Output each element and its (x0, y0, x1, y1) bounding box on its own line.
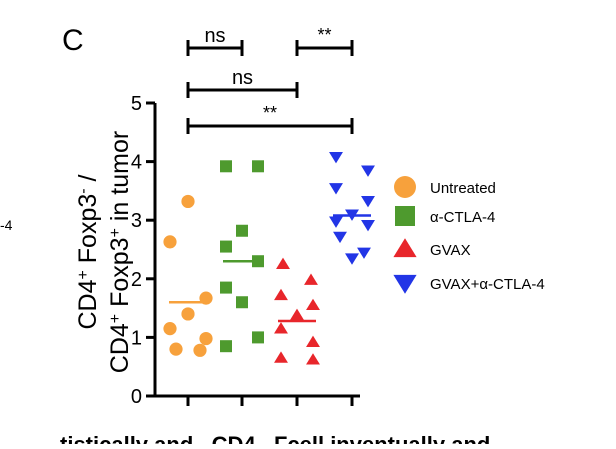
data-point (220, 240, 232, 253)
edge-text-fragment-bottom: tistically and CD4 Fcell inventually and (60, 432, 490, 444)
data-point (306, 335, 320, 347)
data-point (345, 253, 359, 265)
data-point (220, 340, 232, 353)
data-point (357, 247, 371, 259)
data-point (169, 342, 183, 356)
data-point (220, 281, 232, 294)
data-point (329, 216, 343, 228)
legend-label: Untreated (430, 180, 496, 197)
data-point (333, 231, 347, 244)
data-point (274, 351, 288, 363)
significance-bracket: ** (295, 25, 354, 56)
legend-marker (394, 176, 416, 198)
significance-label: ns (232, 67, 253, 89)
data-point (181, 194, 195, 209)
legend-entry: Untreated (394, 176, 496, 198)
legend-label: GVAX+α-CTLA-4 (430, 276, 545, 293)
data-point (329, 183, 343, 195)
y-tick-label: 4 (131, 152, 142, 174)
y-axis-label-line1: CD4+ Foxp3- / (74, 174, 102, 329)
data-point (306, 353, 320, 365)
data-point (274, 322, 288, 334)
data-point (163, 235, 177, 249)
legend: Untreated α-CTLA-4 GVAX GVAX+α-CTLA-4 (393, 176, 545, 294)
data-point (193, 343, 207, 357)
significance-label: ns (204, 25, 225, 47)
significance-bracket: ns (186, 67, 299, 98)
data-point (276, 257, 290, 270)
data-point (361, 196, 375, 208)
y-axis-label: CD4+ Foxp3- / CD4+ Foxp3+ in tumor (74, 131, 134, 373)
significance-label: ** (317, 25, 331, 45)
data-point (361, 220, 375, 232)
data-points (163, 152, 375, 365)
significance-brackets: ns ** ns ** (186, 25, 354, 134)
legend-label: GVAX (430, 242, 471, 259)
y-tick-label: 5 (131, 93, 142, 115)
data-point (290, 308, 304, 320)
y-tick-label: 3 (131, 210, 142, 232)
mean-lines (169, 214, 371, 323)
legend-marker (395, 206, 415, 226)
legend-label: α-CTLA-4 (430, 209, 495, 226)
data-point (274, 288, 288, 301)
y-tick-label: 2 (131, 269, 142, 291)
data-point (181, 307, 195, 321)
y-axis-label-line2: CD4+ Foxp3+ in tumor (106, 131, 134, 373)
significance-label: ** (263, 103, 277, 123)
data-point (220, 160, 232, 173)
legend-marker (393, 238, 417, 258)
data-point (306, 298, 320, 311)
data-point (361, 165, 375, 177)
data-point (304, 273, 318, 285)
y-tick-label: 1 (131, 327, 142, 349)
data-point (252, 331, 264, 344)
data-point (163, 322, 177, 336)
legend-marker (393, 274, 417, 294)
legend-entry: α-CTLA-4 (395, 206, 495, 226)
significance-bracket: ns (186, 25, 244, 56)
data-point (236, 296, 248, 309)
data-point (252, 160, 264, 173)
legend-entry: GVAX (393, 238, 471, 259)
data-point (199, 331, 213, 346)
edge-text-fragment: -4 (0, 217, 13, 233)
data-point (236, 224, 248, 237)
data-point (329, 152, 343, 164)
panel-label: C (62, 24, 84, 57)
significance-bracket: ** (186, 103, 354, 134)
y-tick-label: 0 (131, 386, 142, 408)
legend-entry: GVAX+α-CTLA-4 (393, 274, 545, 294)
axes: 0 1 2 3 4 5 (131, 93, 360, 408)
